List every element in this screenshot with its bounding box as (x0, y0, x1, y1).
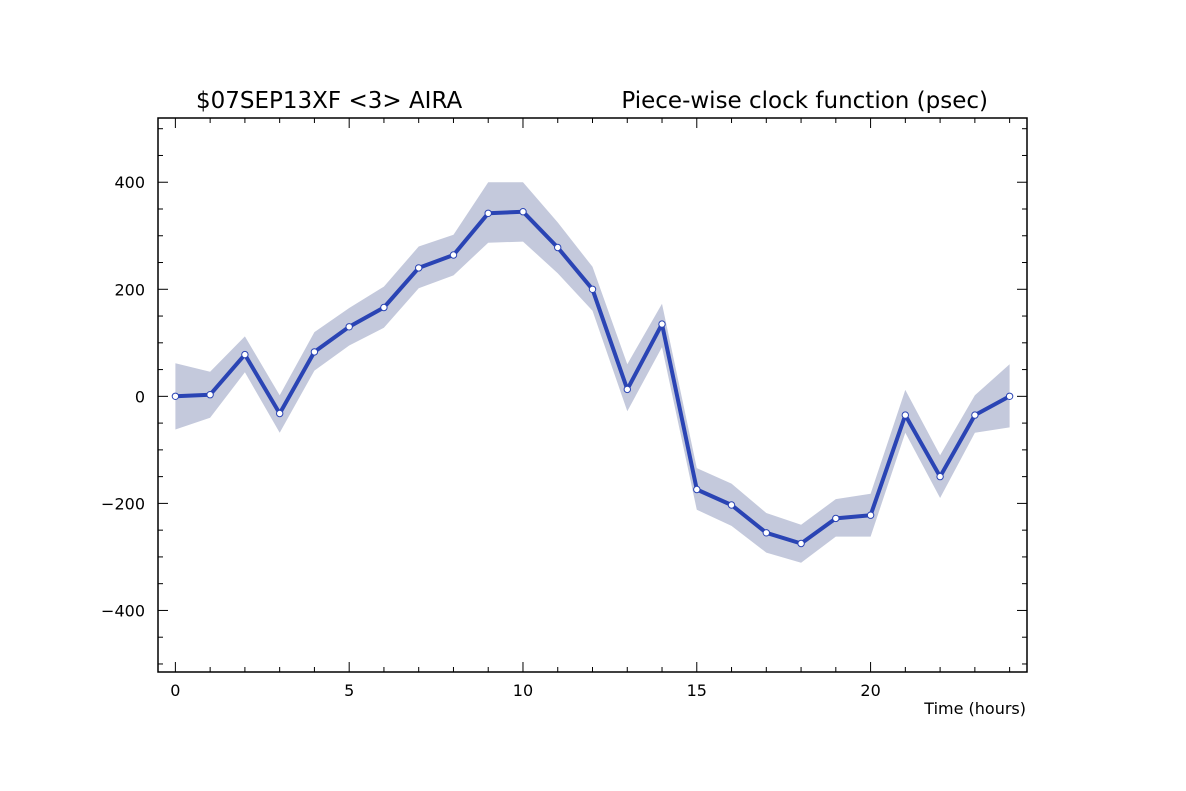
data-point (449, 251, 458, 259)
data-point (866, 511, 875, 519)
y-tick-label: 400 (114, 173, 145, 192)
data-point (658, 320, 666, 328)
data-point (484, 209, 492, 218)
data-point (971, 411, 979, 419)
chart-title-left: $07SEP13XF <3> AIRA (196, 88, 463, 114)
data-point (171, 392, 180, 400)
x-tick-label: 20 (860, 681, 880, 700)
data-point (380, 303, 388, 312)
data-point (345, 323, 353, 331)
data-point (762, 529, 770, 537)
data-point (415, 264, 423, 272)
y-tick-label: −400 (101, 601, 145, 620)
data-point (206, 391, 214, 399)
y-tick-label: 0 (135, 387, 145, 406)
x-tick-label: 5 (344, 681, 354, 700)
x-tick-label: 10 (513, 681, 533, 700)
data-point (797, 539, 805, 548)
data-point (310, 348, 319, 356)
y-tick-label: −200 (101, 494, 145, 513)
data-point (832, 514, 840, 523)
data-point (727, 501, 736, 509)
x-axis-label: Time (hours) (923, 699, 1026, 718)
data-point (519, 208, 527, 216)
data-point (276, 409, 284, 418)
x-tick-label: 0 (170, 681, 180, 700)
data-point (693, 485, 701, 494)
data-point (623, 385, 631, 394)
tick-labels: 0 5 10 15 20 −400 −200 0 200 400 (101, 173, 881, 700)
axis-ticks (158, 118, 1027, 672)
data-point (1005, 392, 1014, 400)
data-point-layer (171, 208, 1014, 548)
data-point (588, 285, 597, 293)
x-tick-label: 15 (687, 681, 707, 700)
y-tick-label: 200 (114, 280, 145, 299)
data-point (554, 243, 562, 252)
data-point (901, 411, 909, 419)
chart-title-right: Piece-wise clock function (psec) (621, 88, 988, 114)
data-point (241, 350, 249, 359)
data-point (936, 472, 944, 481)
